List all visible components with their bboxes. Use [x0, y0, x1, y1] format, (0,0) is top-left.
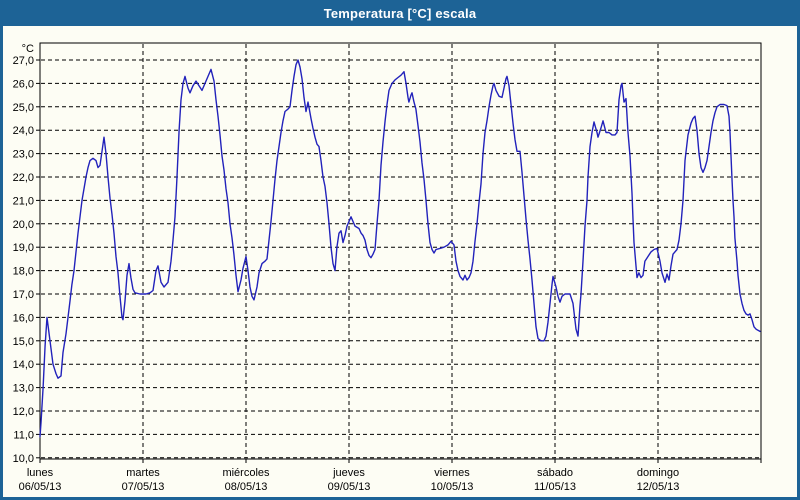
- day-date-label: 07/05/13: [122, 481, 165, 493]
- temperature-line-chart: 10,0 11,0 12,0 13,0 14,0 15,0 16,0 17,0 18,0 19,0…: [13, 42, 762, 493]
- day-date-label: 06/05/13: [19, 481, 62, 493]
- day-date-label: 08/05/13: [225, 481, 268, 493]
- y-tick-label: 20,0: [13, 219, 34, 231]
- y-axis-unit-label: °C: [22, 43, 34, 55]
- chart-panel: 10,0 11,0 12,0 13,0 14,0 15,0 16,0 17,0 18,0 19,0…: [0, 26, 800, 500]
- day-name-label: jueves: [332, 467, 365, 479]
- y-tick-label: 19,0: [13, 242, 34, 254]
- y-tick-label: 15,0: [13, 336, 34, 348]
- y-tick-label: 23,0: [13, 149, 34, 161]
- y-tick-label: 10,0: [13, 453, 34, 465]
- y-tick-label: 18,0: [13, 266, 34, 278]
- day-name-label: lunes: [27, 467, 54, 479]
- title-bar[interactable]: Temperatura [°C] escala: [0, 0, 800, 26]
- day-date-label: 10/05/13: [431, 481, 474, 493]
- y-tick-label: 24,0: [13, 125, 34, 137]
- y-tick-label: 16,0: [13, 312, 34, 324]
- temperature-series-line: [39, 59, 761, 438]
- day-date-label: 12/05/13: [637, 481, 680, 493]
- y-tick-label: 21,0: [13, 195, 34, 207]
- day-name-label: viernes: [434, 467, 470, 479]
- y-tick-label: 13,0: [13, 383, 34, 395]
- window-title: Temperatura [°C] escala: [323, 5, 477, 21]
- y-tick-label: 12,0: [13, 406, 34, 418]
- y-tick-label: 27,0: [13, 55, 34, 67]
- y-tick-label: 17,0: [13, 289, 34, 301]
- day-date-label: 11/05/13: [534, 481, 576, 493]
- day-name-label: sábado: [537, 467, 573, 479]
- y-tick-label: 22,0: [13, 172, 34, 184]
- day-name-label: domingo: [637, 467, 679, 479]
- day-date-label: 09/05/13: [328, 481, 371, 493]
- day-name-label: martes: [126, 467, 160, 479]
- day-name-label: miércoles: [222, 467, 270, 479]
- plot-area: [39, 42, 762, 460]
- y-tick-label: 11,0: [13, 429, 34, 441]
- y-tick-label: 25,0: [13, 102, 34, 114]
- y-tick-label: 26,0: [13, 78, 34, 90]
- y-tick-label: 14,0: [13, 359, 34, 371]
